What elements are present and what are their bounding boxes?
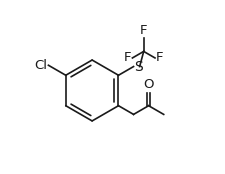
- Text: F: F: [139, 24, 147, 37]
- Text: F: F: [155, 52, 163, 64]
- Text: O: O: [143, 78, 153, 91]
- Text: Cl: Cl: [34, 59, 47, 72]
- Text: S: S: [134, 60, 143, 74]
- Text: F: F: [124, 52, 131, 64]
